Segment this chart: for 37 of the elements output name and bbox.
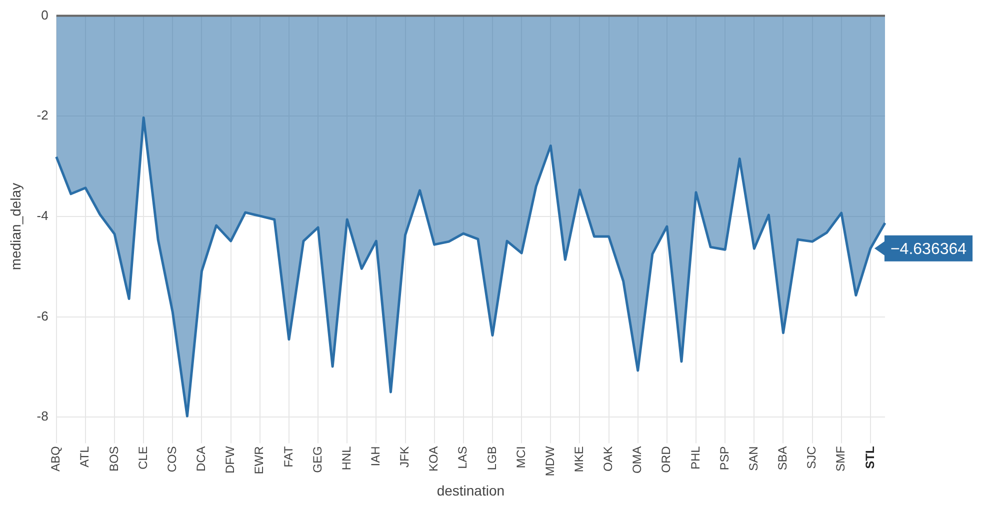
x-tick-label: STL [862, 446, 877, 469]
y-tick-label: 0 [41, 7, 48, 22]
x-axis-title: destination [436, 482, 505, 498]
x-tick-label: ABQ [48, 446, 63, 472]
x-tick-label: PHL [688, 446, 702, 470]
x-tick-label: ORD [659, 446, 674, 473]
x-tick-label: SJC [804, 446, 819, 469]
x-tick-label: SAN [746, 446, 760, 471]
x-tick-label: JFK [398, 446, 412, 468]
y-axis-title: median_delay [7, 182, 24, 270]
y-tick-label: -2 [36, 108, 48, 123]
y-tick-label: -8 [36, 408, 48, 424]
x-tick-label: HNL [339, 446, 354, 470]
x-tick-label: KOA [426, 446, 441, 472]
x-tick-label: MCI [514, 446, 528, 468]
x-tick-label: EWR [252, 446, 266, 474]
x-tick-label: GEG [310, 446, 324, 473]
x-tick-label: BOS [106, 446, 121, 472]
x-tick-label: PSP [717, 446, 732, 470]
x-tick-label: IAH [368, 446, 382, 466]
x-tick-label: CLE [136, 446, 150, 470]
x-tick-label: OMA [630, 446, 644, 474]
x-tick-label: LAS [456, 446, 470, 469]
x-tick-label: ATL [78, 446, 92, 468]
x-tick-label: DFW [223, 446, 238, 474]
y-tick-label: -6 [36, 308, 48, 324]
x-tick-label: MKE [572, 446, 586, 472]
x-tick-label: LGB [484, 446, 499, 470]
x-tick-label: SMF [834, 446, 848, 472]
x-tick-label: MDW [542, 446, 557, 476]
x-tick-label: COS [164, 446, 179, 472]
y-tick-label: -4 [36, 208, 48, 224]
x-tick-label: SBA [776, 446, 790, 470]
x-tick-label: OAK [601, 446, 616, 472]
x-tick-label: FAT [281, 446, 296, 468]
x-tick-label: DCA [194, 446, 208, 472]
annotation: −4.636364 [890, 240, 967, 258]
